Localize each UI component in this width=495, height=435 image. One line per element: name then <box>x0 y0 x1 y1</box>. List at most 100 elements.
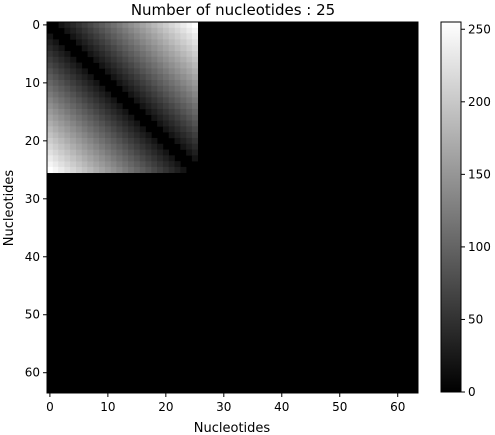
heatmap-cell <box>75 79 83 87</box>
heatmap-cell <box>70 27 77 34</box>
heatmap-cell <box>81 85 88 92</box>
heatmap-cell <box>70 149 77 156</box>
heatmap-cell <box>99 120 106 127</box>
heatmap-cell <box>93 56 100 63</box>
heatmap-cell <box>151 149 158 156</box>
heatmap-cell <box>93 33 100 40</box>
colorbar-tick-label: 100 <box>468 240 491 254</box>
heatmap-cell <box>139 126 146 133</box>
heatmap-cell <box>180 137 187 145</box>
heatmap-cell <box>191 56 199 63</box>
heatmap-cell <box>93 166 100 174</box>
y-tick-label: 0 <box>32 18 40 32</box>
heatmap-cell <box>87 161 94 168</box>
heatmap-cell <box>64 166 71 174</box>
heatmap-cell <box>70 120 77 127</box>
heatmap-cell <box>87 79 94 87</box>
heatmap-cell <box>174 74 181 81</box>
heatmap-cell <box>122 79 129 87</box>
heatmap-cell <box>116 114 123 121</box>
heatmap-cell <box>122 155 129 162</box>
heatmap-cell <box>75 149 83 156</box>
heatmap-cell <box>168 50 175 58</box>
heatmap-cell <box>191 62 199 69</box>
heatmap-cell <box>81 149 88 156</box>
heatmap-cell <box>180 91 187 98</box>
heatmap-cell <box>180 97 187 104</box>
heatmap-cell <box>47 137 54 145</box>
heatmap-cell <box>133 39 141 46</box>
heatmap-cell <box>104 50 112 58</box>
heatmap-cell <box>64 50 71 58</box>
y-tick-label: 40 <box>25 250 40 264</box>
heatmap-cell <box>122 126 129 133</box>
heatmap-cell <box>151 45 158 52</box>
heatmap-cell <box>174 103 181 110</box>
heatmap-cell <box>151 161 158 168</box>
heatmap-cell <box>99 155 106 162</box>
heatmap-cell <box>168 166 175 174</box>
heatmap-cell <box>116 56 123 63</box>
heatmap-cell <box>99 103 106 110</box>
heatmap-cell <box>191 91 199 98</box>
heatmap-cell <box>162 85 170 92</box>
heatmap-cell <box>174 68 181 75</box>
heatmap-cell <box>116 149 123 156</box>
heatmap-cell <box>162 22 170 29</box>
heatmap-cell <box>157 22 164 29</box>
heatmap-cell <box>81 68 88 75</box>
colorbar <box>440 21 462 393</box>
x-tick-label: 50 <box>332 400 347 414</box>
heatmap-cell <box>122 132 129 139</box>
heatmap-cell <box>116 161 123 168</box>
heatmap-cell <box>145 166 152 174</box>
heatmap-cell <box>186 143 193 150</box>
heatmap-cell <box>116 74 123 81</box>
heatmap-cell <box>58 114 65 121</box>
heatmap-cell <box>110 103 117 110</box>
heatmap-cell <box>58 85 65 92</box>
heatmap-cell <box>139 155 146 162</box>
heatmap-cell <box>174 45 181 52</box>
heatmap-cell <box>58 62 65 69</box>
heatmap-cell <box>174 97 181 104</box>
heatmap-cell <box>151 50 158 58</box>
heatmap-cell <box>186 45 193 52</box>
heatmap-cell <box>70 56 77 63</box>
heatmap-cell <box>122 33 129 40</box>
heatmap-cell <box>81 79 88 87</box>
heatmap-cell <box>174 132 181 139</box>
heatmap-cell <box>157 149 164 156</box>
heatmap-cell <box>81 137 88 145</box>
heatmap-cell <box>87 22 94 29</box>
heatmap-cell <box>75 155 83 162</box>
heatmap-cell <box>58 161 65 168</box>
heatmap-cell <box>168 27 175 34</box>
heatmap-cell <box>70 126 77 133</box>
heatmap-cell <box>122 27 129 34</box>
heatmap-cell <box>174 50 181 58</box>
heatmap-cell <box>128 68 135 75</box>
heatmap-cell <box>191 85 199 92</box>
heatmap-cell <box>87 166 94 174</box>
heatmap-cell <box>116 155 123 162</box>
heatmap-cell <box>191 33 199 40</box>
heatmap-cell <box>93 108 100 116</box>
heatmap-cell <box>99 97 106 104</box>
heatmap-cell <box>104 97 112 104</box>
heatmap-cell <box>75 108 83 116</box>
heatmap-cell <box>145 45 152 52</box>
heatmap-cell <box>157 79 164 87</box>
heatmap-cell <box>70 22 77 29</box>
heatmap-cell <box>157 143 164 150</box>
heatmap-cell <box>87 132 94 139</box>
heatmap-cell <box>104 120 112 127</box>
heatmap-cell <box>139 149 146 156</box>
heatmap-cell <box>58 68 65 75</box>
heatmap-cell <box>157 114 164 121</box>
heatmap-cell <box>180 27 187 34</box>
heatmap-cell <box>116 27 123 34</box>
heatmap-cell <box>128 39 135 46</box>
heatmap-cell <box>186 22 193 29</box>
colorbar-ticks: 0 50 100 150 200 250 <box>461 22 491 399</box>
